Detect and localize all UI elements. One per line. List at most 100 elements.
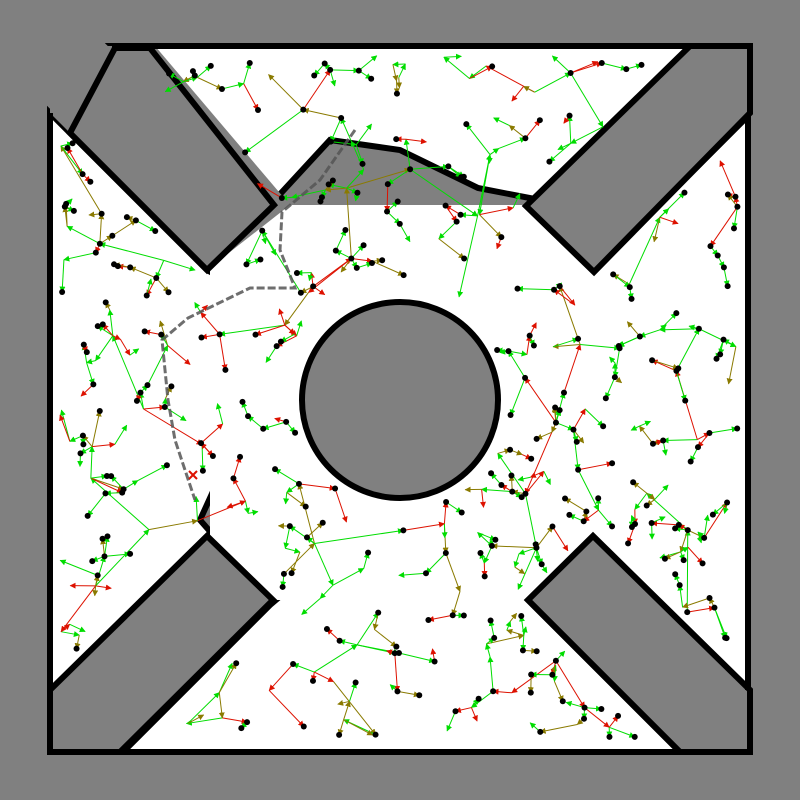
tree-edge	[584, 707, 610, 728]
tree-node	[209, 452, 216, 459]
tree-edge	[69, 623, 86, 632]
tree-edge	[427, 614, 453, 622]
tree-edge	[524, 119, 541, 139]
tree-node	[108, 473, 115, 480]
tree-edge	[343, 700, 351, 720]
tree-node	[379, 257, 386, 264]
tree-node	[714, 252, 721, 259]
tree-node	[393, 136, 400, 143]
tree-edge	[553, 681, 564, 702]
tree-edge	[193, 495, 200, 521]
tree-node	[489, 63, 496, 70]
tree-node	[310, 283, 317, 290]
tree-edge	[723, 267, 730, 287]
tree-edge	[285, 547, 301, 554]
tree-node	[99, 535, 106, 542]
tree-edge	[563, 343, 582, 393]
tree-node	[491, 634, 498, 641]
tree-edge	[60, 145, 83, 175]
tree-node	[477, 549, 484, 556]
tree-node	[527, 689, 534, 696]
tree-node	[724, 283, 731, 290]
tree-edge	[410, 163, 449, 170]
tree-node	[70, 207, 77, 214]
tree-edge	[232, 456, 242, 479]
tree-node	[498, 481, 505, 488]
tree-node	[109, 232, 116, 239]
tree-node	[649, 440, 656, 447]
tree-node	[238, 725, 245, 732]
tree-edge	[148, 518, 199, 531]
tree-node	[355, 67, 362, 74]
tree-edge	[146, 277, 157, 297]
tree-node	[245, 413, 252, 420]
tree-node	[732, 193, 739, 200]
tree-node	[457, 211, 464, 218]
tree-edge	[103, 535, 110, 557]
tree-edge	[158, 320, 169, 346]
tree-node	[551, 286, 558, 293]
tree-node	[507, 446, 514, 453]
tree-edge	[200, 312, 221, 335]
tree-edge	[555, 660, 585, 709]
tree-edge	[143, 404, 166, 411]
tree-edge	[187, 714, 205, 724]
tree-edge	[185, 717, 223, 726]
tree-node	[237, 453, 244, 460]
tree-edge	[358, 55, 378, 71]
tree-edge	[465, 123, 491, 155]
tree-node	[338, 115, 345, 122]
tree-edge	[491, 543, 537, 550]
tree-node	[626, 284, 633, 291]
tree-edge	[355, 144, 364, 165]
tree-edge	[324, 186, 347, 193]
tree-edge	[147, 344, 169, 386]
tree-edge	[268, 663, 294, 691]
tree-node	[73, 645, 80, 652]
tree-edge	[403, 521, 445, 531]
tree-node	[475, 695, 482, 702]
tree-edge	[343, 187, 352, 259]
tree-node	[615, 342, 622, 349]
tree-node	[463, 121, 470, 128]
tree-edge	[343, 719, 374, 736]
tree-node	[559, 698, 566, 705]
tree-node	[283, 418, 290, 425]
tree-node	[80, 441, 87, 448]
tree-node	[290, 661, 297, 668]
tree-edge	[525, 470, 545, 495]
tree-node	[609, 460, 616, 467]
tree-node	[384, 208, 391, 215]
tree-node	[567, 69, 574, 76]
tree-node	[687, 458, 694, 465]
tree-edge	[384, 184, 391, 213]
tree-node	[158, 331, 165, 338]
tree-node	[625, 540, 632, 547]
tree-edge	[112, 334, 121, 340]
tree-node	[695, 325, 702, 332]
tree-node	[549, 671, 556, 678]
tree-edge	[580, 344, 621, 351]
tree-node	[734, 203, 741, 210]
tree-node	[354, 189, 361, 196]
tree-edge	[469, 65, 493, 79]
tree-edge	[506, 628, 524, 636]
tree-node	[79, 171, 86, 178]
tree-node	[598, 706, 605, 713]
tree-node	[59, 289, 66, 296]
tree-node	[610, 271, 617, 278]
tree-node	[141, 328, 148, 335]
tree-node	[242, 149, 249, 156]
tree-node	[89, 558, 96, 565]
tree-edge	[314, 528, 404, 544]
tree-node	[636, 333, 643, 340]
tree-edge	[218, 662, 233, 693]
tree-node	[458, 509, 465, 516]
tree-node	[327, 66, 334, 73]
tree-node	[96, 240, 103, 247]
tree-node	[643, 502, 650, 509]
tree-node	[552, 404, 559, 411]
tree-node	[99, 321, 106, 328]
tree-edge	[553, 289, 576, 306]
tree-node	[720, 264, 727, 271]
